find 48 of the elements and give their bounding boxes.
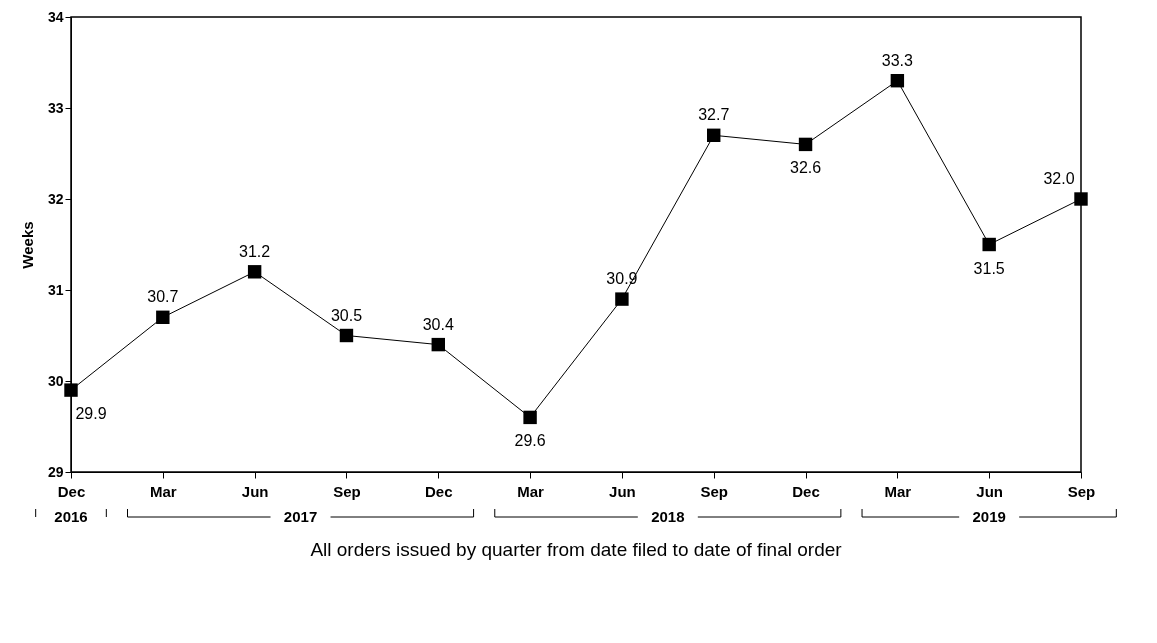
point — [431, 337, 445, 352]
text: 2019 — [972, 508, 1006, 525]
x-tick-label: Dec — [57, 482, 86, 500]
point — [156, 310, 170, 325]
point — [1074, 192, 1088, 206]
y-tick-label: 32 — [47, 190, 64, 207]
x-tick-label: Dec — [425, 482, 453, 500]
x-tick-label: Jun — [976, 482, 1004, 500]
text: 31.5 — [973, 259, 1005, 277]
text: 29.6 — [514, 432, 546, 450]
x-tick-label: Sep — [700, 482, 728, 500]
text: 32.7 — [698, 106, 730, 124]
text: 32.6 — [789, 159, 822, 177]
x-tick-label: Mar — [517, 482, 545, 500]
point — [798, 137, 813, 152]
y-tick-label: 29 — [47, 463, 64, 480]
text: 33.3 — [881, 51, 913, 69]
text: 2016 — [54, 508, 88, 525]
x-tick-label: Mar — [149, 482, 177, 500]
point — [982, 237, 996, 252]
y-tick-label: 33 — [47, 99, 64, 116]
x-tick-label: Sep — [333, 482, 361, 500]
x-tick-label: Mar — [884, 482, 912, 500]
x-tick-label: Sep — [1067, 482, 1096, 500]
y-tick-label: 34 — [47, 8, 64, 25]
text: 31.2 — [239, 242, 271, 260]
text: 30.4 — [422, 315, 454, 333]
point — [523, 410, 537, 425]
y-tick-label: 30 — [47, 372, 64, 389]
point — [339, 328, 354, 343]
point — [64, 383, 78, 397]
text: 32.0 — [1043, 170, 1075, 187]
y-tick-label: 31 — [47, 281, 64, 298]
point — [707, 128, 721, 143]
point — [615, 292, 629, 306]
point — [890, 73, 905, 88]
text: 2018 — [651, 508, 685, 525]
x-tick-label: Dec — [792, 482, 820, 500]
text: 30.9 — [606, 270, 638, 288]
text: 30.5 — [330, 306, 363, 324]
point — [247, 265, 262, 279]
x-tick-label: Jun — [609, 482, 636, 500]
y-axis-title: Weeks — [18, 221, 36, 269]
x-tick-label: Jun — [241, 482, 269, 500]
x-axis-title: All orders issued by quarter from date filed to date of final order — [310, 539, 843, 560]
text: 2017 — [283, 508, 318, 525]
text: 29.9 — [75, 405, 107, 423]
text: 30.7 — [147, 288, 179, 306]
